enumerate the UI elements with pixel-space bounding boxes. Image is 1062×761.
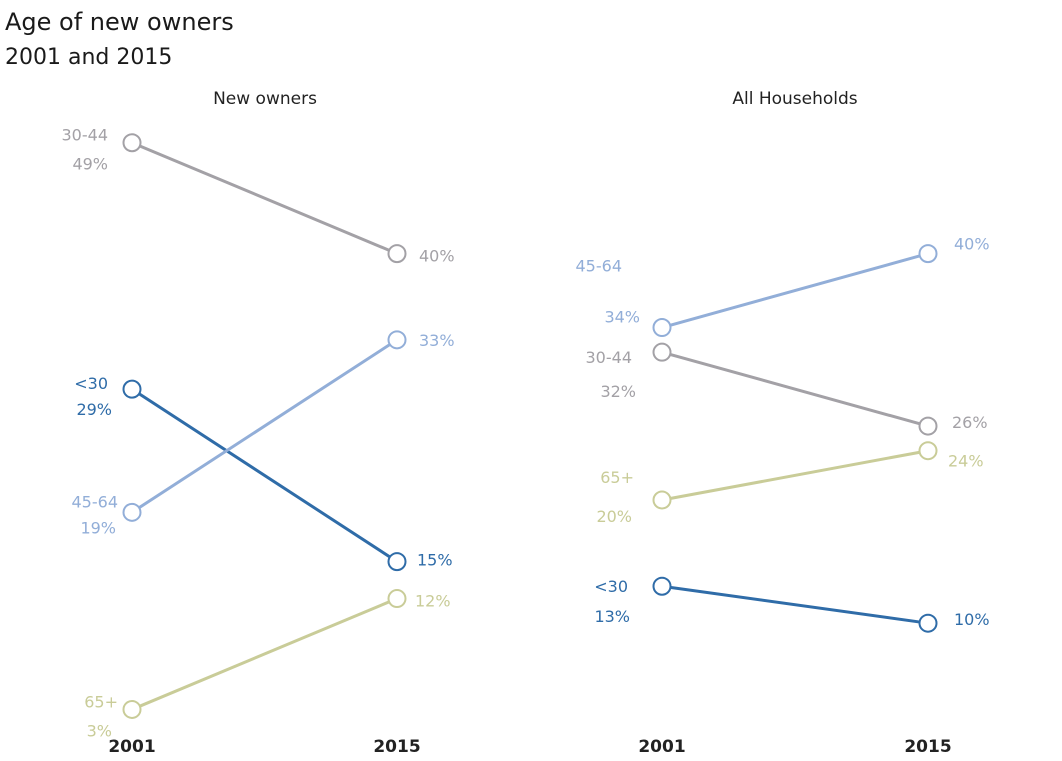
data-point — [387, 552, 407, 572]
data-label: 10% — [954, 610, 990, 629]
data-label: 12% — [415, 592, 451, 611]
data-point — [918, 441, 938, 461]
x-tick-label: 2015 — [373, 737, 420, 757]
data-point — [387, 330, 407, 350]
chart-title: Age of new owners — [5, 8, 234, 36]
series-line — [130, 597, 399, 711]
data-label: 32% — [600, 382, 636, 401]
data-label: 19% — [80, 518, 116, 537]
data-point — [387, 589, 407, 609]
data-point — [652, 490, 672, 510]
panel-title: New owners — [213, 89, 317, 109]
x-tick-label: 2001 — [638, 737, 685, 757]
series-line — [660, 449, 930, 502]
data-label: 33% — [419, 331, 455, 350]
series-name-label: 45-64 — [72, 492, 119, 511]
panel-title: All Households — [732, 89, 857, 109]
data-label: 40% — [419, 247, 455, 266]
data-point — [652, 318, 672, 338]
data-point — [122, 379, 142, 399]
data-point — [387, 244, 407, 264]
series-name-label: <30 — [74, 374, 108, 393]
data-point — [122, 502, 142, 522]
series-line — [660, 350, 930, 428]
data-label: 13% — [594, 607, 630, 626]
series-name-label: 65+ — [600, 468, 634, 487]
data-label: 20% — [596, 507, 632, 526]
data-label: 3% — [87, 721, 112, 740]
data-point — [918, 244, 938, 264]
data-label: 15% — [417, 551, 453, 570]
data-label: 29% — [76, 400, 112, 419]
data-label: 34% — [604, 308, 640, 327]
data-point — [652, 576, 672, 596]
series-name-label: 65+ — [84, 692, 118, 711]
series-name-label: 45-64 — [576, 257, 623, 276]
chart-subtitle: 2001 and 2015 — [5, 45, 173, 70]
series-line — [130, 387, 399, 564]
data-point — [122, 699, 142, 719]
data-label: 49% — [72, 155, 108, 174]
series-name-label: 30-44 — [62, 126, 109, 145]
series-line — [130, 141, 399, 256]
x-tick-label: 2015 — [904, 737, 951, 757]
series-line — [660, 252, 930, 330]
data-point — [918, 416, 938, 436]
data-label: 40% — [954, 235, 990, 254]
data-point — [918, 613, 938, 633]
series-line — [660, 584, 930, 625]
series-name-label: 30-44 — [586, 348, 633, 367]
data-point — [122, 133, 142, 153]
x-tick-label: 2001 — [108, 737, 155, 757]
data-label: 26% — [952, 413, 988, 432]
data-point — [652, 342, 672, 362]
data-label: 24% — [948, 452, 984, 471]
series-name-label: <30 — [594, 577, 628, 596]
series-line — [130, 338, 399, 514]
